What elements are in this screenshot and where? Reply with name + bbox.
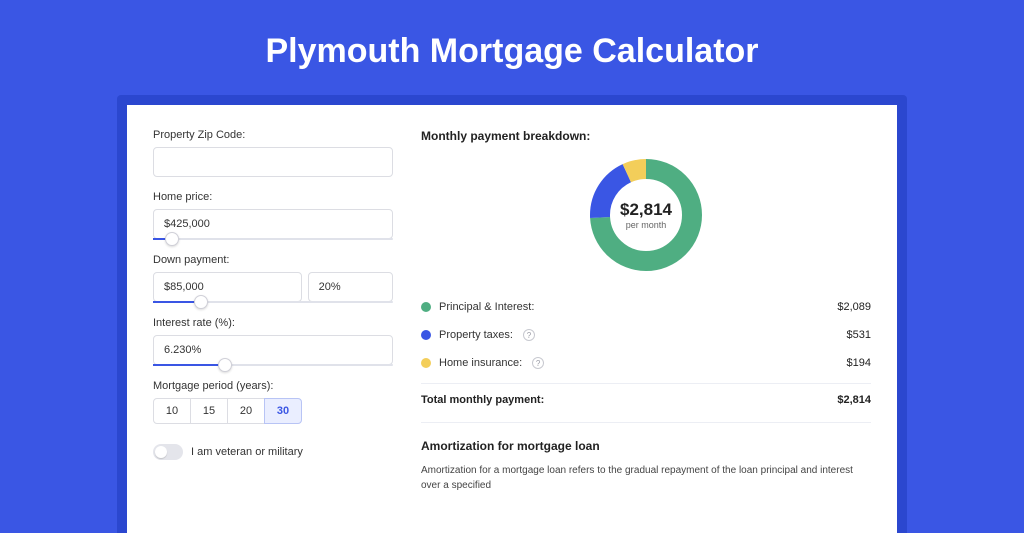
- period-btn-15[interactable]: 15: [190, 398, 228, 424]
- price-group: Home price:: [153, 191, 393, 240]
- down-group: Down payment:: [153, 254, 393, 303]
- zip-label: Property Zip Code:: [153, 129, 393, 141]
- period-group: Mortgage period (years): 10152030: [153, 380, 393, 424]
- donut-center: $2,814 per month: [620, 200, 672, 230]
- legend-dot: [421, 330, 431, 340]
- down-slider-thumb[interactable]: [194, 295, 208, 309]
- legend-value: $194: [847, 357, 871, 369]
- legend-value: $531: [847, 329, 871, 341]
- legend-row: Property taxes:? $531: [421, 321, 871, 349]
- rate-label: Interest rate (%):: [153, 317, 393, 329]
- form-panel: Property Zip Code: Home price: Down paym…: [153, 129, 393, 493]
- legend-label: Home insurance:: [439, 357, 522, 369]
- legend-label: Property taxes:: [439, 329, 513, 341]
- payment-donut: $2,814 per month: [586, 155, 706, 275]
- rate-slider-fill: [153, 364, 225, 366]
- donut-value: $2,814: [620, 200, 672, 220]
- legend-value: $2,089: [837, 301, 871, 313]
- page-title: Plymouth Mortgage Calculator: [0, 0, 1024, 95]
- rate-slider[interactable]: [153, 364, 393, 366]
- period-btn-20[interactable]: 20: [227, 398, 265, 424]
- rate-input[interactable]: [153, 335, 393, 365]
- total-label: Total monthly payment:: [421, 394, 544, 406]
- veteran-toggle[interactable]: [153, 444, 183, 460]
- legend-dot: [421, 302, 431, 312]
- legend-list: Principal & Interest: $2,089 Property taxe…: [421, 293, 871, 377]
- legend-row: Principal & Interest: $2,089: [421, 293, 871, 321]
- rate-slider-thumb[interactable]: [218, 358, 232, 372]
- total-value: $2,814: [837, 394, 871, 406]
- down-amount-input[interactable]: [153, 272, 302, 302]
- help-icon[interactable]: ?: [523, 329, 535, 341]
- zip-input[interactable]: [153, 147, 393, 177]
- veteran-label: I am veteran or military: [191, 446, 303, 458]
- period-btn-30[interactable]: 30: [264, 398, 302, 424]
- period-label: Mortgage period (years):: [153, 380, 393, 392]
- card-outer: Property Zip Code: Home price: Down paym…: [117, 95, 907, 533]
- donut-sub: per month: [620, 220, 672, 230]
- breakdown-panel: Monthly payment breakdown: $2,814 per mo…: [421, 129, 871, 493]
- veteran-row: I am veteran or military: [153, 444, 393, 460]
- amort-text: Amortization for a mortgage loan refers …: [421, 463, 871, 493]
- price-slider[interactable]: [153, 238, 393, 240]
- total-row: Total monthly payment: $2,814: [421, 383, 871, 422]
- rate-group: Interest rate (%):: [153, 317, 393, 366]
- legend-label: Principal & Interest:: [439, 301, 534, 313]
- price-slider-thumb[interactable]: [165, 232, 179, 246]
- amort-heading: Amortization for mortgage loan: [421, 422, 871, 453]
- toggle-knob: [155, 446, 167, 458]
- price-label: Home price:: [153, 191, 393, 203]
- period-btn-10[interactable]: 10: [153, 398, 191, 424]
- down-slider[interactable]: [153, 301, 393, 303]
- help-icon[interactable]: ?: [532, 357, 544, 369]
- calculator-card: Property Zip Code: Home price: Down paym…: [127, 105, 897, 533]
- zip-group: Property Zip Code:: [153, 129, 393, 177]
- down-pct-input[interactable]: [308, 272, 393, 302]
- donut-wrap: $2,814 per month: [421, 155, 871, 275]
- breakdown-heading: Monthly payment breakdown:: [421, 129, 871, 143]
- legend-row: Home insurance:? $194: [421, 349, 871, 377]
- period-button-row: 10152030: [153, 398, 393, 424]
- price-input[interactable]: [153, 209, 393, 239]
- legend-dot: [421, 358, 431, 368]
- down-label: Down payment:: [153, 254, 393, 266]
